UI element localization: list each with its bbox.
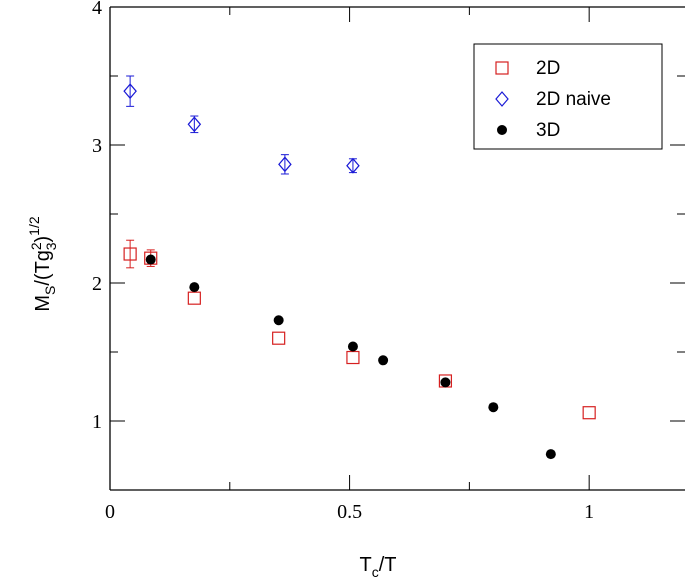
- data-point: [272, 331, 286, 345]
- data-point: [189, 282, 200, 293]
- y-tick-label: 2: [92, 273, 102, 295]
- series-2d: [123, 239, 596, 420]
- data-point: [123, 83, 137, 100]
- tick-labels: 0 0.5 1 1 2 3 4: [92, 0, 594, 523]
- legend-label-2d: 2D: [536, 58, 560, 79]
- legend-marker: [495, 91, 509, 107]
- x-tick-label: 0.5: [337, 501, 362, 523]
- legend-marker: [495, 61, 509, 75]
- data-point: [346, 157, 360, 174]
- data-point: [347, 341, 358, 352]
- tick-marks: [109, 6, 685, 490]
- legend-markers: [495, 61, 509, 135]
- data-point: [488, 402, 499, 413]
- plot-series: [123, 75, 596, 460]
- data-point: [346, 350, 360, 365]
- legend-label-2d-naive: 2D naive: [536, 89, 611, 110]
- data-point: [145, 254, 156, 265]
- legend-label-3d: 3D: [536, 120, 560, 141]
- data-point: [278, 156, 292, 173]
- series-3d: [145, 254, 556, 460]
- data-point: [582, 406, 596, 420]
- y-axis-label: MS/(Tg23)1/2: [26, 216, 59, 312]
- x-tick-label: 1: [584, 501, 594, 523]
- data-point: [440, 377, 451, 388]
- y-tick-label: 4: [92, 0, 102, 19]
- data-point: [273, 315, 284, 326]
- series-2d-naive: [123, 75, 360, 175]
- x-axis-label: Tc/T: [360, 554, 397, 580]
- data-point: [187, 116, 202, 133]
- data-point: [187, 291, 201, 305]
- y-tick-label: 3: [92, 135, 102, 157]
- data-point: [123, 247, 137, 261]
- legend: 2D 2D naive 3D: [473, 43, 663, 150]
- data-point: [378, 355, 389, 366]
- data-point: [545, 449, 556, 460]
- y-tick-label: 1: [92, 411, 102, 433]
- legend-marker: [497, 125, 507, 135]
- x-tick-label: 0: [105, 501, 115, 523]
